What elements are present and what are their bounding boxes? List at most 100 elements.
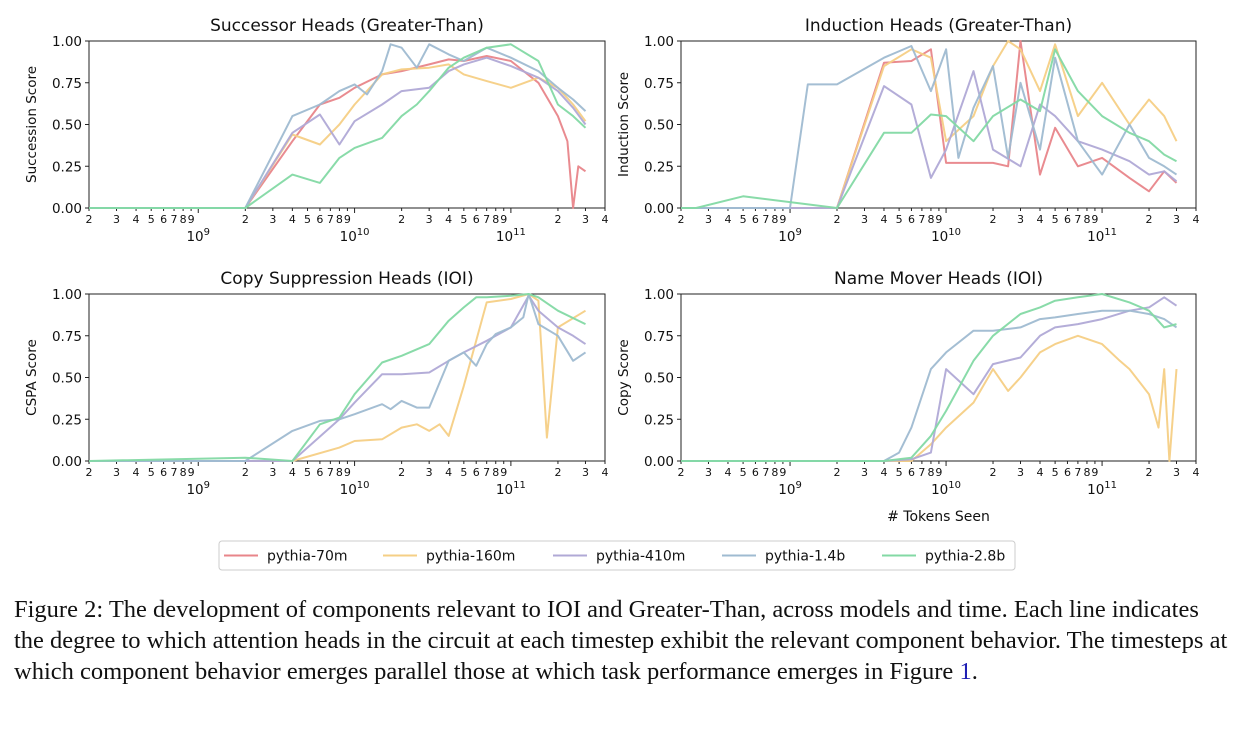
x-tick-label-minor: 4 xyxy=(880,466,887,479)
legend-item: pythia-70m xyxy=(224,549,348,565)
series-line-pythia-1.4b xyxy=(89,293,587,462)
y-axis-label: CSPA Score xyxy=(24,339,40,416)
x-tick-label-minor: 3 xyxy=(705,213,712,226)
x-tick-label-minor: 2 xyxy=(554,213,561,226)
x-tick-label-minor: 5 xyxy=(148,213,155,226)
x-tick-label-major: 1010 xyxy=(931,227,961,245)
chart-title: Induction Heads (Greater-Than) xyxy=(805,16,1072,36)
figure-panel-grid: Successor Heads (Greater-Than) Succession… xyxy=(24,16,1200,571)
x-tick-label-minor: 5 xyxy=(740,213,747,226)
legend-item: pythia-410m xyxy=(553,549,685,565)
x-tick-label-minor: 2 xyxy=(398,213,405,226)
x-tick-label-minor: 5 xyxy=(740,466,747,479)
figure-caption: Figure 2: The development of components … xyxy=(14,594,1230,687)
x-tick-label-minor: 4 xyxy=(445,213,452,226)
legend-item: pythia-2.8b xyxy=(882,549,1005,565)
x-tick-label-minor: 7 xyxy=(483,213,490,226)
x-tick-label-minor: 4 xyxy=(724,466,731,479)
caption-figure-ref[interactable]: 1 xyxy=(959,658,972,685)
chart-title: Name Mover Heads (IOI) xyxy=(834,269,1043,289)
x-tick-label-minor: 4 xyxy=(602,466,609,479)
x-tick-label-minor: 7 xyxy=(1074,213,1081,226)
series-line-pythia-70m xyxy=(89,55,587,209)
y-tick-label: 0.50 xyxy=(52,371,82,387)
series-line-pythia-160m xyxy=(681,40,1178,209)
x-tick-label-minor: 2 xyxy=(834,466,841,479)
x-tick-label-minor: 5 xyxy=(304,213,311,226)
x-tick-label-minor: 9 xyxy=(500,213,507,226)
x-tick-label-minor: 4 xyxy=(133,466,140,479)
x-tick-label-minor: 6 xyxy=(160,466,167,479)
x-tick-label-minor: 4 xyxy=(445,466,452,479)
y-tick-label: 0.50 xyxy=(644,118,674,134)
x-tick-label-minor: 4 xyxy=(1193,466,1200,479)
series-line-pythia-160m xyxy=(681,334,1178,462)
x-tick-label-minor: 6 xyxy=(1064,466,1071,479)
x-tick-label-minor: 9 xyxy=(935,213,942,226)
x-tick-label-minor: 8 xyxy=(492,466,499,479)
x-tick-label-minor: 5 xyxy=(460,213,467,226)
chart-panel-3: Copy Suppression Heads (IOI) CSPA Score 0.… xyxy=(24,269,609,498)
y-axis-label: Copy Score xyxy=(616,339,632,415)
x-tick-label-minor: 3 xyxy=(861,466,868,479)
legend-label: pythia-410m xyxy=(596,549,685,565)
x-tick-label-minor: 8 xyxy=(180,466,187,479)
x-tick-label-minor: 3 xyxy=(269,466,276,479)
x-tick-label-minor: 9 xyxy=(188,466,195,479)
x-tick-label-minor: 7 xyxy=(1074,466,1081,479)
x-tick-label-minor: 3 xyxy=(269,213,276,226)
x-tick-label-major: 1011 xyxy=(1087,227,1117,245)
series-line-pythia-160m xyxy=(89,293,587,462)
series-line-pythia-410m xyxy=(89,56,587,209)
series-line-pythia-160m xyxy=(89,63,587,209)
x-tick-label-minor: 3 xyxy=(113,466,120,479)
y-tick-label: 1.00 xyxy=(644,34,674,50)
series-line-pythia-1.4b xyxy=(681,45,1178,209)
x-tick-label-minor: 5 xyxy=(1052,213,1059,226)
legend-label: pythia-2.8b xyxy=(925,549,1005,565)
x-tick-label-minor: 6 xyxy=(752,466,759,479)
y-tick-label: 1.00 xyxy=(52,287,82,303)
chart-panel-2: Induction Heads (Greater-Than) Induction … xyxy=(616,16,1200,245)
caption-text: The development of components relevant t… xyxy=(14,596,1228,685)
y-tick-label: 0.00 xyxy=(644,201,674,217)
x-tick-label-minor: 4 xyxy=(1036,213,1043,226)
x-tick-label-minor: 2 xyxy=(1146,213,1153,226)
x-tick-label-minor: 9 xyxy=(935,466,942,479)
y-axis-label: Induction Score xyxy=(616,72,632,177)
y-tick-label: 0.75 xyxy=(644,329,674,345)
x-tick-label-major: 109 xyxy=(778,480,802,498)
x-tick-label-minor: 9 xyxy=(500,466,507,479)
x-tick-label-minor: 8 xyxy=(1083,466,1090,479)
x-tick-label-minor: 7 xyxy=(171,213,178,226)
y-tick-label: 0.75 xyxy=(52,76,82,92)
chart-title: Successor Heads (Greater-Than) xyxy=(210,16,484,36)
plot-frame xyxy=(88,293,606,462)
series-line-pythia-1.4b xyxy=(89,43,587,209)
y-tick-label: 0.00 xyxy=(644,454,674,470)
y-tick-label: 0.00 xyxy=(52,201,82,217)
x-tick-label-minor: 4 xyxy=(289,213,296,226)
x-tick-label-minor: 3 xyxy=(1173,213,1180,226)
x-tick-label-minor: 6 xyxy=(160,213,167,226)
x-tick-label-minor: 3 xyxy=(113,213,120,226)
x-tick-label-minor: 7 xyxy=(918,213,925,226)
legend-item: pythia-160m xyxy=(383,549,515,565)
x-tick-label-minor: 2 xyxy=(834,213,841,226)
y-tick-label: 1.00 xyxy=(52,34,82,50)
y-tick-label: 0.25 xyxy=(52,159,82,175)
y-tick-label: 1.00 xyxy=(644,287,674,303)
x-tick-label-minor: 5 xyxy=(896,213,903,226)
x-tick-label-minor: 3 xyxy=(582,466,589,479)
x-tick-label-minor: 6 xyxy=(908,466,915,479)
x-tick-label-minor: 8 xyxy=(492,213,499,226)
x-tick-label-minor: 3 xyxy=(426,213,433,226)
x-tick-label-minor: 3 xyxy=(705,466,712,479)
series-line-pythia-410m xyxy=(89,294,587,462)
legend-item: pythia-1.4b xyxy=(722,549,845,565)
y-tick-label: 0.25 xyxy=(644,412,674,428)
x-tick-label-minor: 2 xyxy=(678,213,685,226)
x-tick-label-minor: 6 xyxy=(316,466,323,479)
x-tick-label-minor: 3 xyxy=(1017,213,1024,226)
y-tick-label: 0.75 xyxy=(644,76,674,92)
